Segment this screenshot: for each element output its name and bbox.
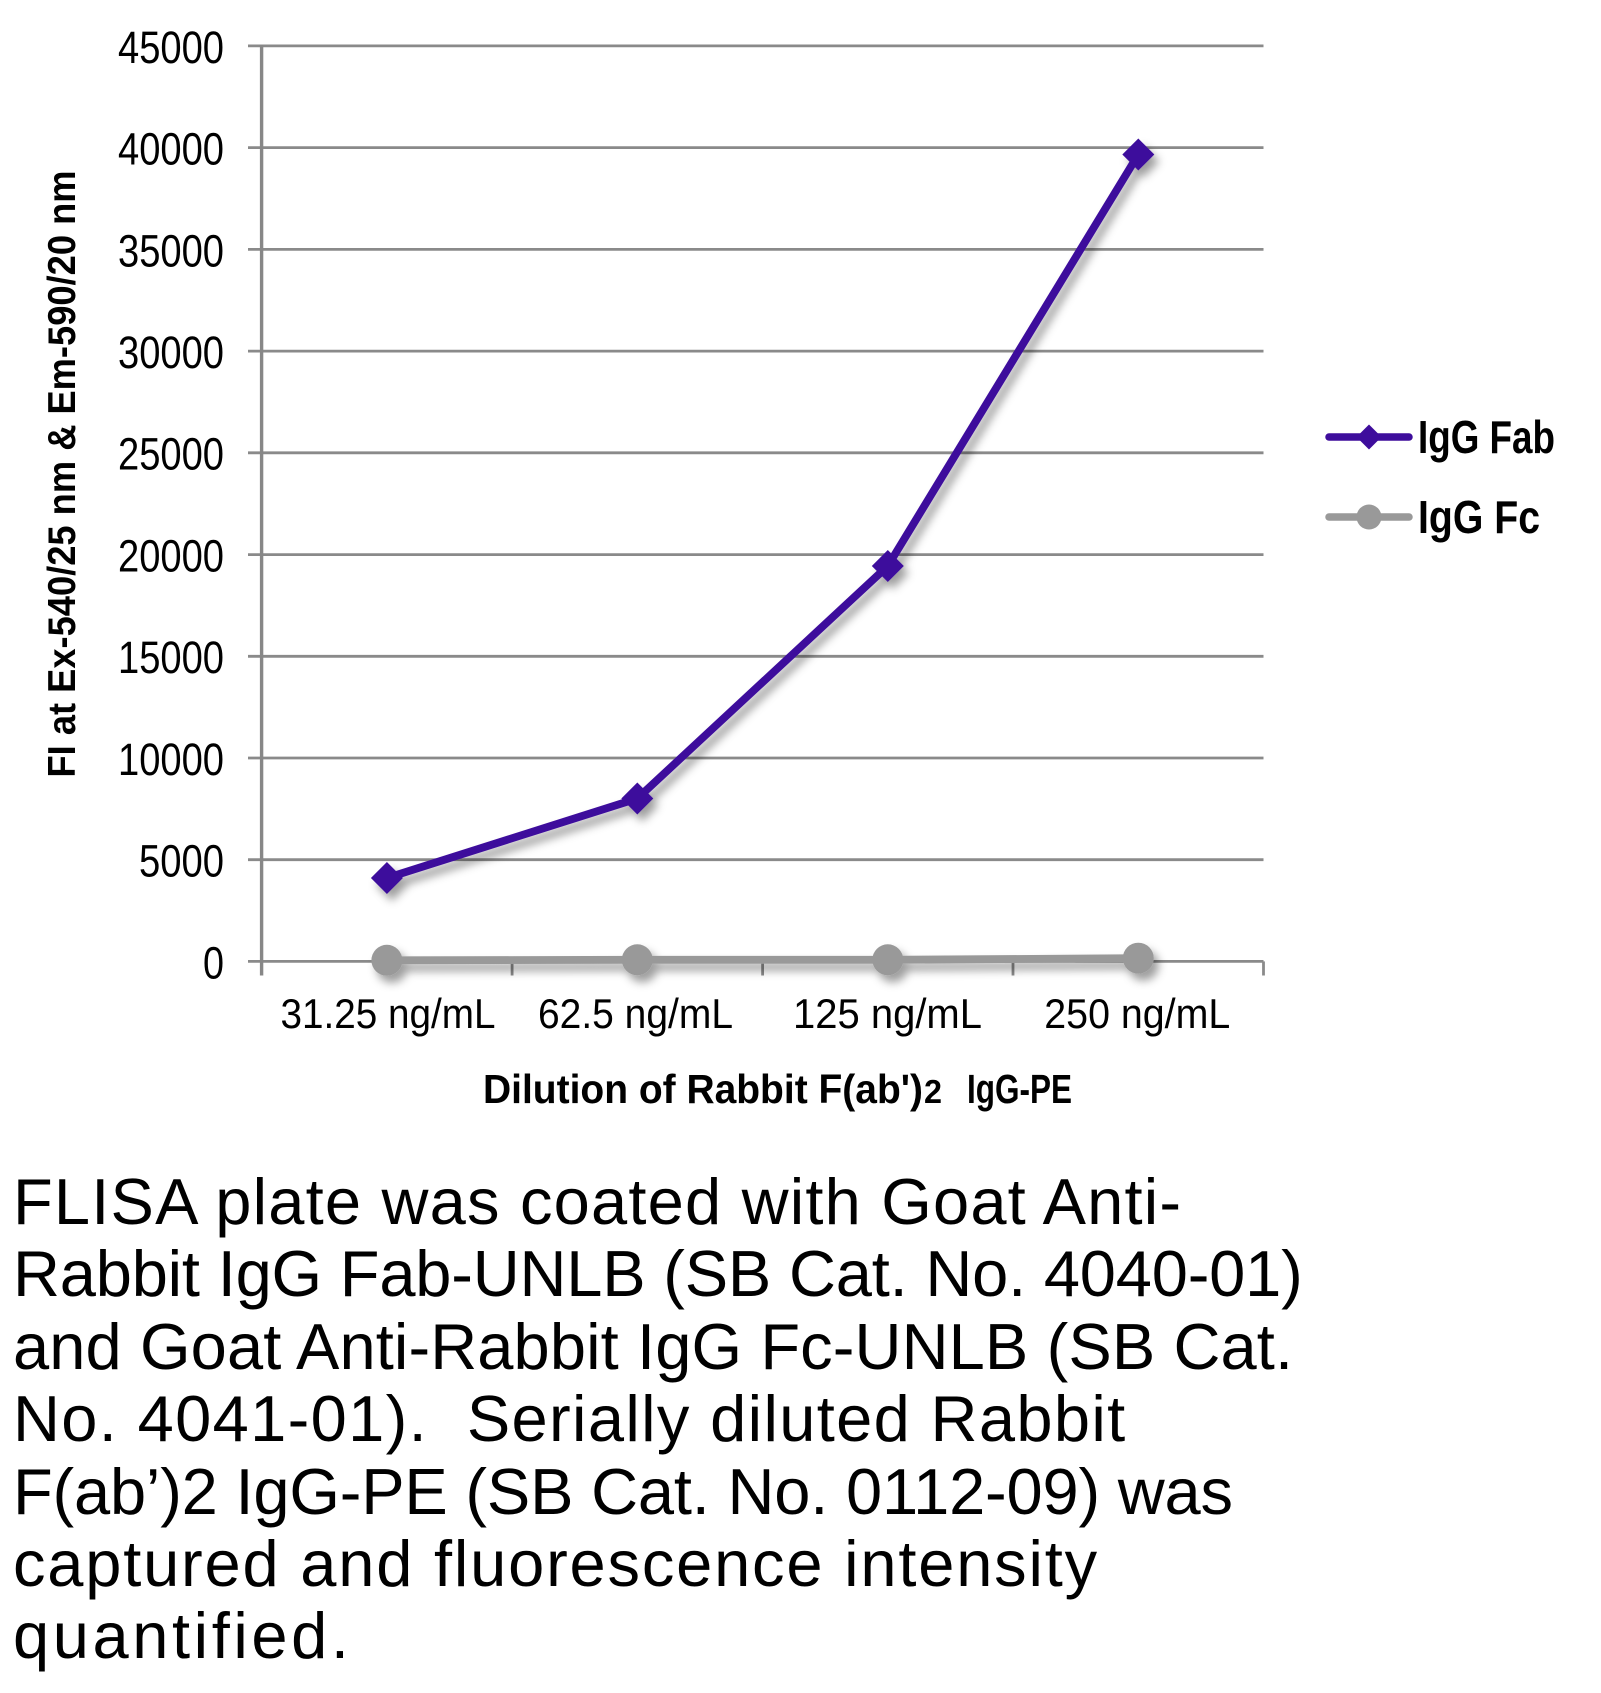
svg-text:0: 0 xyxy=(203,937,224,988)
svg-text:45000: 45000 xyxy=(118,22,224,73)
svg-text:30000: 30000 xyxy=(118,327,224,378)
svg-text:250 ng/mL: 250 ng/mL xyxy=(1044,990,1230,1037)
svg-text:35000: 35000 xyxy=(118,225,224,276)
svg-text:IgG Fc: IgG Fc xyxy=(1418,491,1540,543)
svg-text:FI at Ex-540/25 nm & Em-590/20: FI at Ex-540/25 nm & Em-590/20 nm xyxy=(41,171,84,778)
svg-text:15000: 15000 xyxy=(118,632,224,683)
svg-text:10000: 10000 xyxy=(118,734,224,785)
svg-text:2: 2 xyxy=(924,1073,942,1110)
svg-text:Dilution of Rabbit F(ab'): Dilution of Rabbit F(ab') xyxy=(483,1066,923,1112)
svg-text:20000: 20000 xyxy=(118,531,224,582)
svg-text:5000: 5000 xyxy=(139,836,224,887)
svg-text:40000: 40000 xyxy=(118,124,224,175)
svg-text:25000: 25000 xyxy=(118,429,224,480)
svg-text:31.25 ng/mL: 31.25 ng/mL xyxy=(281,990,496,1037)
svg-text:62.5 ng/mL: 62.5 ng/mL xyxy=(538,990,733,1037)
svg-text:IgG-PE: IgG-PE xyxy=(967,1066,1072,1112)
svg-text:IgG Fab: IgG Fab xyxy=(1418,411,1555,463)
svg-text:125 ng/mL: 125 ng/mL xyxy=(793,990,982,1037)
